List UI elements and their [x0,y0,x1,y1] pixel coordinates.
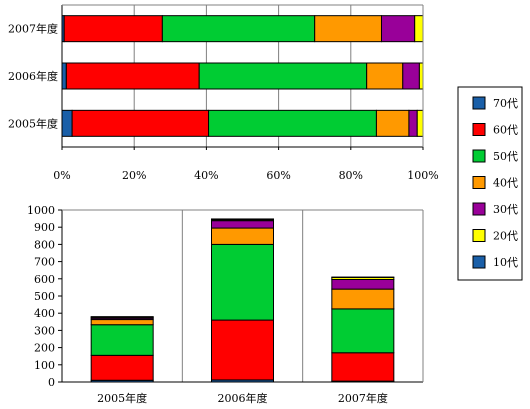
y-tick-label: 400 [34,307,55,320]
bar-segment-50代 [208,109,377,137]
legend-swatch [472,255,486,269]
legend-box [457,86,523,281]
legend-swatch [472,176,486,189]
bar-segment-30代 [408,109,418,137]
bar-segment-60代 [65,62,200,90]
legend-swatch [472,202,486,216]
category-label: 2007年度 [338,391,388,405]
vertical-stacked-bar-chart: 2005年度 2006年度 2007年度 0 100 200 300 400 500 600 700… [27,204,424,405]
bar-segment-20代 [416,109,424,137]
legend-swatch [472,96,486,110]
horizontal-percent-bar-chart: 2007年度 2006年度 2005年度 0% 20% 40% 60% 80% 100% [8,4,439,182]
y-tick-label: 1000 [27,204,55,217]
bar-segment-10代 [61,62,67,90]
x-tick-label: 60% [266,169,290,182]
bar-segment-50代 [90,324,154,356]
legend-label: 40代 [493,177,518,190]
bar-segment-50代 [198,62,368,90]
legend-label: 60代 [493,124,518,137]
bar-segment-60代 [63,15,163,43]
x-tick-label: 80% [339,169,363,182]
legend-label: 20代 [493,230,518,243]
legend-swatch [472,123,486,136]
bar-segment-40代 [90,319,154,326]
x-tick-label: 20% [122,169,146,182]
bar-segment-60代 [211,319,274,381]
category-label: 2005年度 [97,391,147,405]
bar-segment-40代 [314,15,382,43]
bar-segment-40代 [211,227,274,245]
y-tick-label: 500 [34,290,55,303]
y-tick-label: 900 [34,221,55,234]
bar-segment-40代 [366,62,404,90]
bar-segment-40代 [375,109,410,137]
bar-segment-60代 [71,109,210,137]
y-tick-label: 700 [34,256,55,269]
legend-label: 30代 [493,203,518,216]
bar-segment-30代 [402,62,420,90]
category-label: 2006年度 [8,69,58,83]
bar-segment-60代 [90,354,154,381]
x-tick-label: 100% [407,169,438,182]
bar-segment-30代 [211,220,274,229]
category-label: 2007年度 [8,22,58,36]
bar-segment-30代 [331,278,395,290]
bar-segment-70代 [211,218,274,221]
category-label: 2006年度 [218,391,268,405]
x-tick-label: 40% [194,169,218,182]
y-tick-label: 600 [34,273,55,286]
legend-label: 10代 [493,256,518,269]
bar-segment-10代 [61,109,73,137]
bar-segment-50代 [211,243,274,321]
legend-swatch [472,229,486,242]
y-tick-label: 800 [34,238,55,251]
legend-label: 50代 [493,150,518,163]
legend-label: 70代 [493,97,518,110]
bar-segment-70代 [90,316,154,318]
y-tick-label: 0 [48,376,55,389]
bar-segment-60代 [331,352,395,382]
bar-segment-50代 [331,308,395,354]
category-label: 2005年度 [8,116,58,130]
x-tick-label: 0% [53,169,70,182]
bar-segment-40代 [331,288,395,310]
bar-segment-20代 [418,62,424,90]
bar-segment-30代 [380,15,416,43]
legend: 70代 60代 50代 40代 30代 20代 10代 [457,86,523,281]
y-tick-label: 100 [34,359,55,372]
y-tick-label: 200 [34,342,55,355]
y-tick-label: 300 [34,324,55,337]
bar-segment-20代 [414,15,424,43]
bar-segment-50代 [161,15,316,43]
legend-swatch [472,149,486,163]
